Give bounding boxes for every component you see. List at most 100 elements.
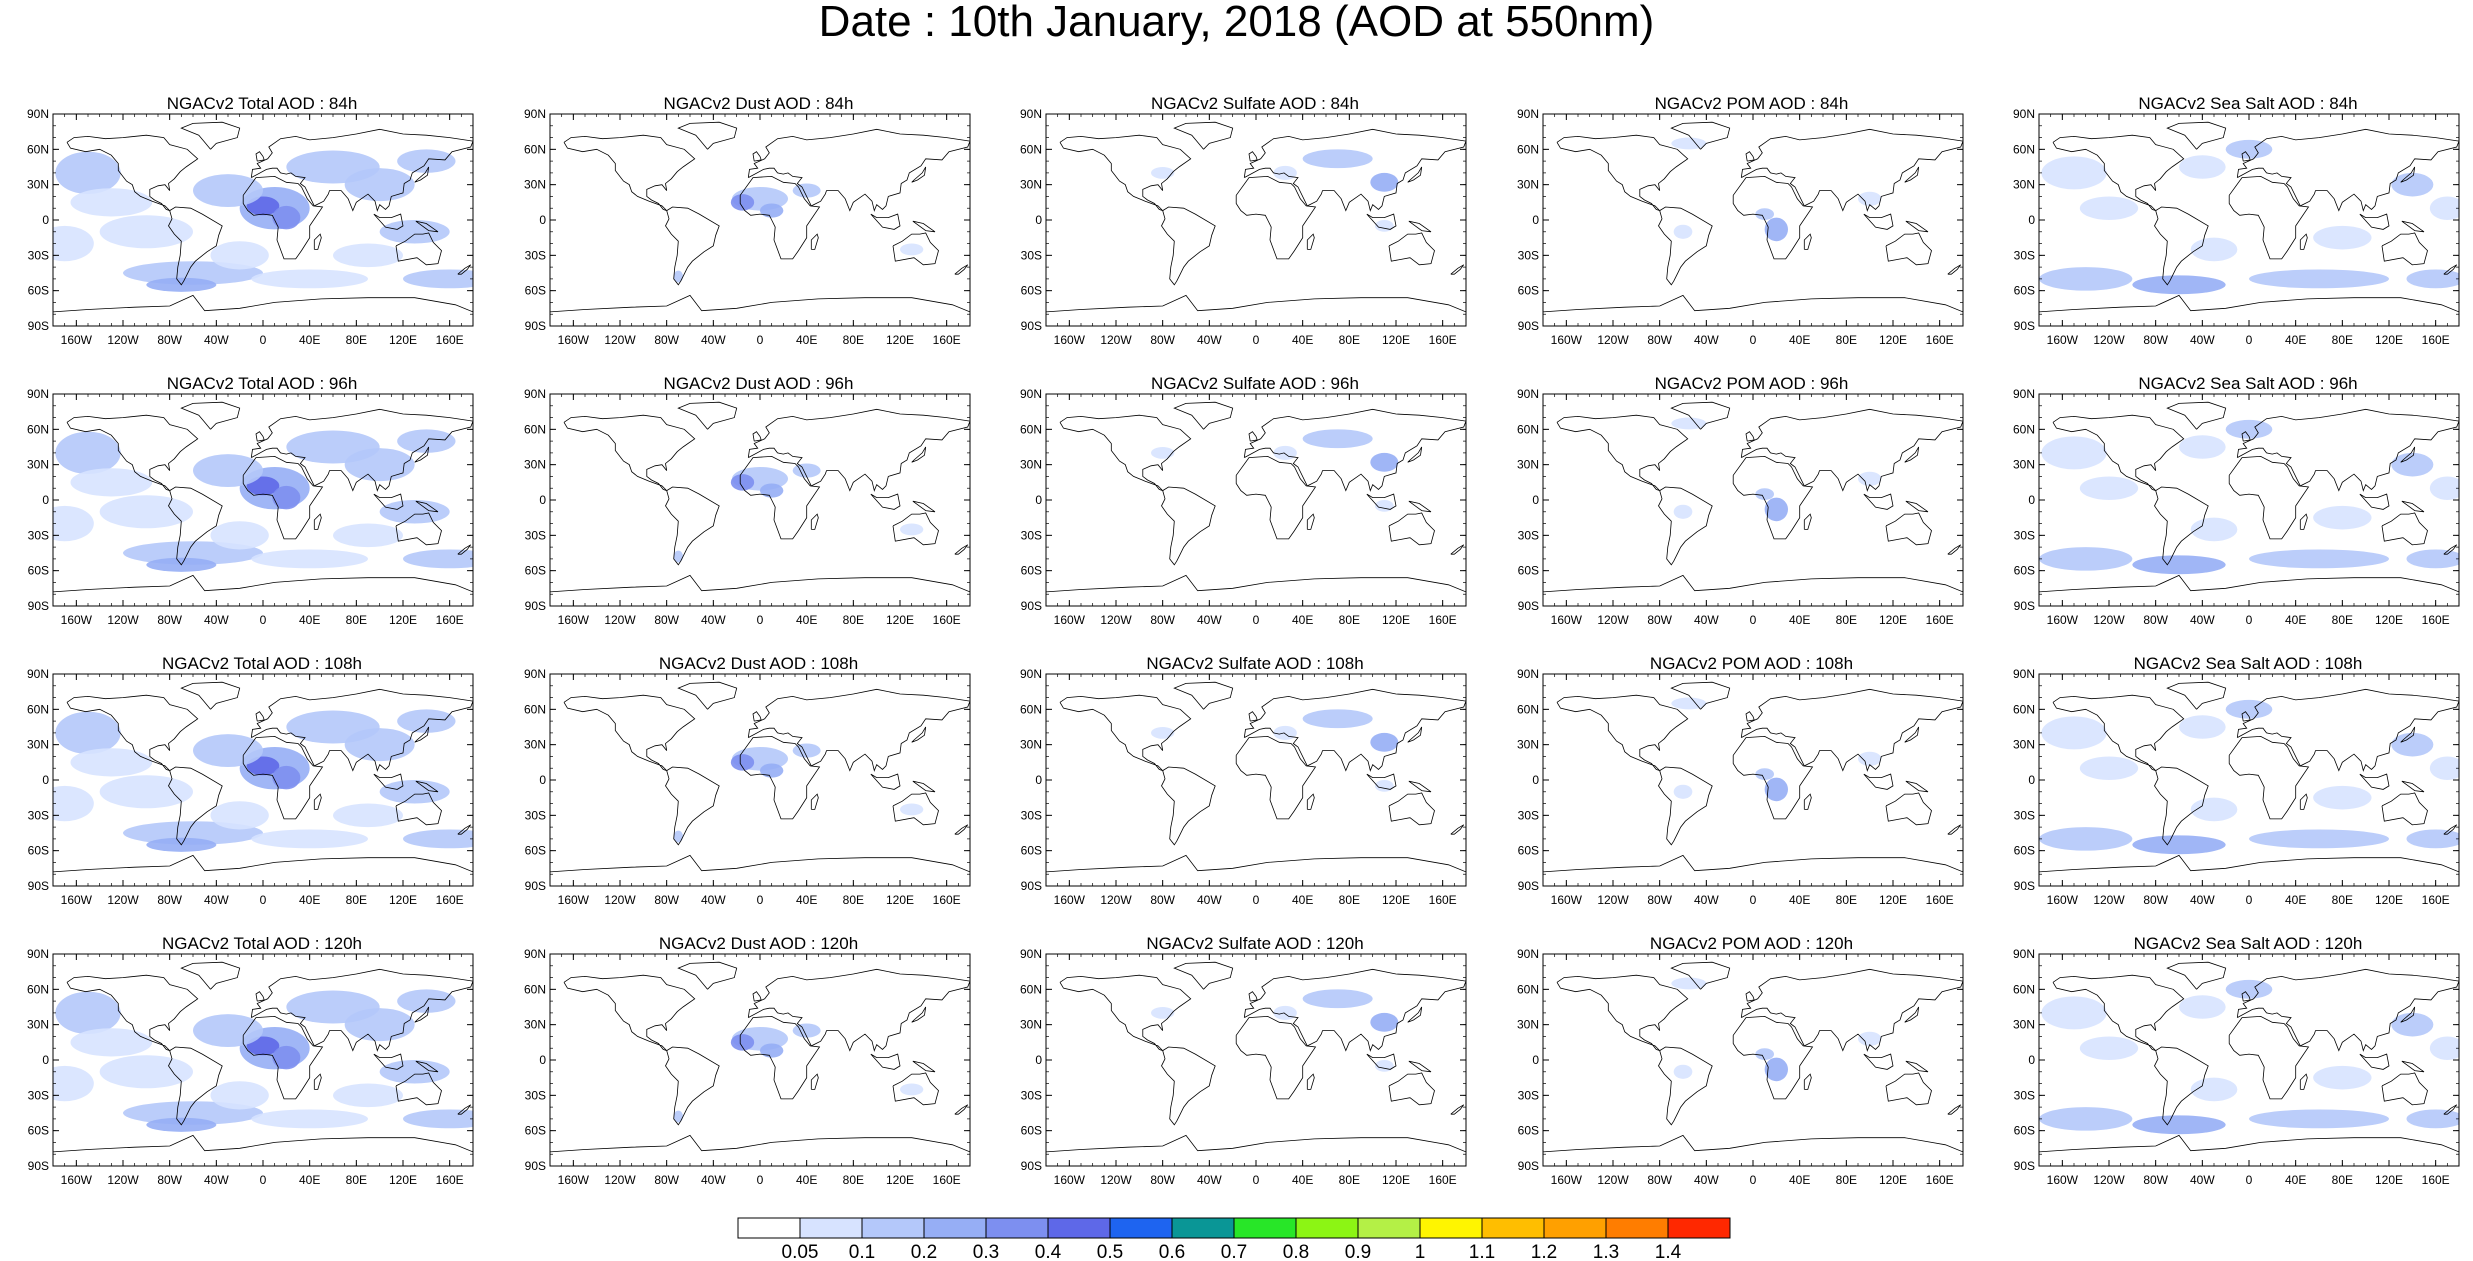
aod-field-patch — [397, 709, 456, 733]
coastline — [1235, 175, 1317, 260]
lat-tick-label: 0 — [539, 773, 546, 787]
aod-field-patch — [2313, 785, 2372, 810]
coastline — [1657, 1046, 1713, 1126]
coastline — [1885, 1072, 1932, 1106]
coastline — [2359, 1053, 2390, 1070]
coastline — [414, 726, 430, 743]
lat-tick-label: 30S — [28, 528, 49, 542]
colorbar-label: 0.9 — [1345, 1242, 1371, 1261]
lon-tick-label: 80E — [1835, 893, 1856, 907]
lat-tick-label: 60N — [1020, 142, 1042, 156]
lon-tick-label: 0 — [260, 1173, 267, 1187]
coastline — [415, 220, 439, 233]
lon-tick-label: 160W — [1550, 1173, 1582, 1187]
lon-tick-label: 80E — [346, 613, 367, 627]
lon-tick-label: 80E — [1339, 1173, 1360, 1187]
aod-field-patch — [53, 1065, 94, 1102]
lon-tick-label: 120W — [2093, 613, 2125, 627]
coastline — [395, 792, 442, 826]
coastline — [1947, 824, 1961, 835]
lon-tick-label: 160E — [1429, 613, 1457, 627]
aod-field-patch — [70, 468, 153, 497]
coastline — [1556, 414, 1688, 491]
aod-field-patch — [792, 743, 821, 758]
coastline — [810, 513, 819, 530]
lon-tick-label: 160E — [436, 893, 464, 907]
lat-tick-label: 30S — [524, 1088, 545, 1102]
aod-field-patch — [344, 448, 415, 482]
coastline — [1388, 792, 1435, 826]
lon-tick-label: 40W — [1693, 893, 1718, 907]
lon-tick-label: 0 — [1749, 613, 1756, 627]
map-panel: NGACv2 Sea Salt AOD : 120h 90N 60N 30N 0 30S 6… — [1998, 934, 2473, 1214]
lon-tick-label: 80E — [2332, 613, 2353, 627]
lon-tick-label: 80W — [1647, 613, 1672, 627]
lat-tick-label: 30N — [1020, 458, 1042, 472]
lat-tick-label: 30N — [523, 738, 545, 752]
aod-field-patch — [397, 149, 456, 173]
lat-tick-label: 90N — [523, 107, 545, 121]
lon-tick-label: 80E — [2332, 893, 2353, 907]
lat-tick-label: 60S — [2014, 844, 2035, 858]
map-panel: NGACv2 POM AOD : 108h 90N 60N 30N 0 30S 60S 90S… — [1502, 654, 2002, 934]
aod-field-patch — [2079, 476, 2139, 500]
coastline — [2359, 773, 2390, 790]
lon-tick-label: 120E — [1878, 333, 1906, 347]
map-panel: NGACv2 Total AOD : 120h 90N 60N 30N 0 30S 60S 9… — [12, 934, 512, 1214]
aod-field-patch — [1302, 149, 1373, 169]
coastline — [242, 1015, 324, 1100]
lat-tick-label: 90N — [1516, 667, 1538, 681]
coastline — [373, 213, 404, 230]
aod-field-patch — [210, 1081, 269, 1110]
aod-field-patch — [1302, 709, 1373, 729]
map-panel: NGACv2 Dust AOD : 108h 90N 60N 30N 0 30S 60S 90… — [509, 654, 1009, 934]
coastline — [1366, 213, 1397, 230]
lat-tick-label: 60S — [1517, 1124, 1538, 1138]
map-plot: 90N 60N 30N 0 30S 60S 90S 160W 120W 80W 40W 0 40E 80E… — [1516, 107, 1963, 347]
lon-tick-label: 40E — [1292, 1173, 1313, 1187]
lon-tick-label: 120W — [604, 1173, 636, 1187]
lon-tick-label: 80W — [157, 893, 182, 907]
lat-tick-label: 0 — [2028, 493, 2035, 507]
panel-title: NGACv2 Dust AOD : 84h — [663, 94, 854, 113]
coastline — [1542, 294, 1963, 313]
lat-tick-label: 60N — [1516, 702, 1538, 716]
coastline — [1863, 493, 1893, 510]
lon-tick-label: 0 — [1253, 893, 1260, 907]
coastline — [1366, 1053, 1397, 1070]
coastline — [912, 220, 935, 233]
colorbar-cell — [1543, 1217, 1607, 1239]
lon-tick-label: 40W — [1197, 893, 1222, 907]
colorbar-label: 0.05 — [782, 1242, 819, 1261]
coastline — [1803, 233, 1812, 250]
aod-field-patch — [673, 830, 683, 843]
lat-tick-label: 60N — [2013, 142, 2035, 156]
aod-field-patch — [55, 431, 121, 475]
lon-tick-label: 160W — [1054, 333, 1086, 347]
coastline — [1173, 961, 1234, 990]
lat-tick-label: 90N — [1020, 947, 1042, 961]
lon-tick-label: 160E — [2422, 1173, 2450, 1187]
coastline — [53, 294, 473, 313]
aod-field-patch — [2225, 419, 2273, 439]
lon-tick-label: 0 — [1749, 333, 1756, 347]
lat-tick-label: 0 — [2028, 213, 2035, 227]
coastline — [1306, 233, 1315, 250]
lat-tick-label: 60N — [523, 702, 545, 716]
lat-tick-label: 0 — [1035, 213, 1042, 227]
coastline — [250, 968, 473, 1052]
lon-tick-label: 80W — [1150, 893, 1175, 907]
lon-tick-label: 80E — [1339, 333, 1360, 347]
aod-field-patch — [759, 1043, 783, 1058]
map-panel: NGACv2 Total AOD : 108h 90N 60N 30N 0 30S 60S 9… — [12, 654, 512, 934]
aod-field-patch — [2391, 732, 2434, 757]
aod-field-patch — [2079, 756, 2139, 780]
coastline — [1740, 968, 1963, 1052]
aod-field-patch — [2179, 715, 2226, 739]
lon-tick-label: 120W — [1597, 613, 1629, 627]
panel-title: NGACv2 Sea Salt AOD : 96h — [2138, 374, 2358, 393]
map-plot: 90N 60N 30N 0 30S 60S 90S 160W 120W 80W 40W 0 40E 80E… — [2013, 667, 2460, 907]
lat-tick-label: 30N — [27, 458, 49, 472]
coastline — [255, 431, 265, 442]
lon-tick-label: 160E — [1925, 1173, 1953, 1187]
